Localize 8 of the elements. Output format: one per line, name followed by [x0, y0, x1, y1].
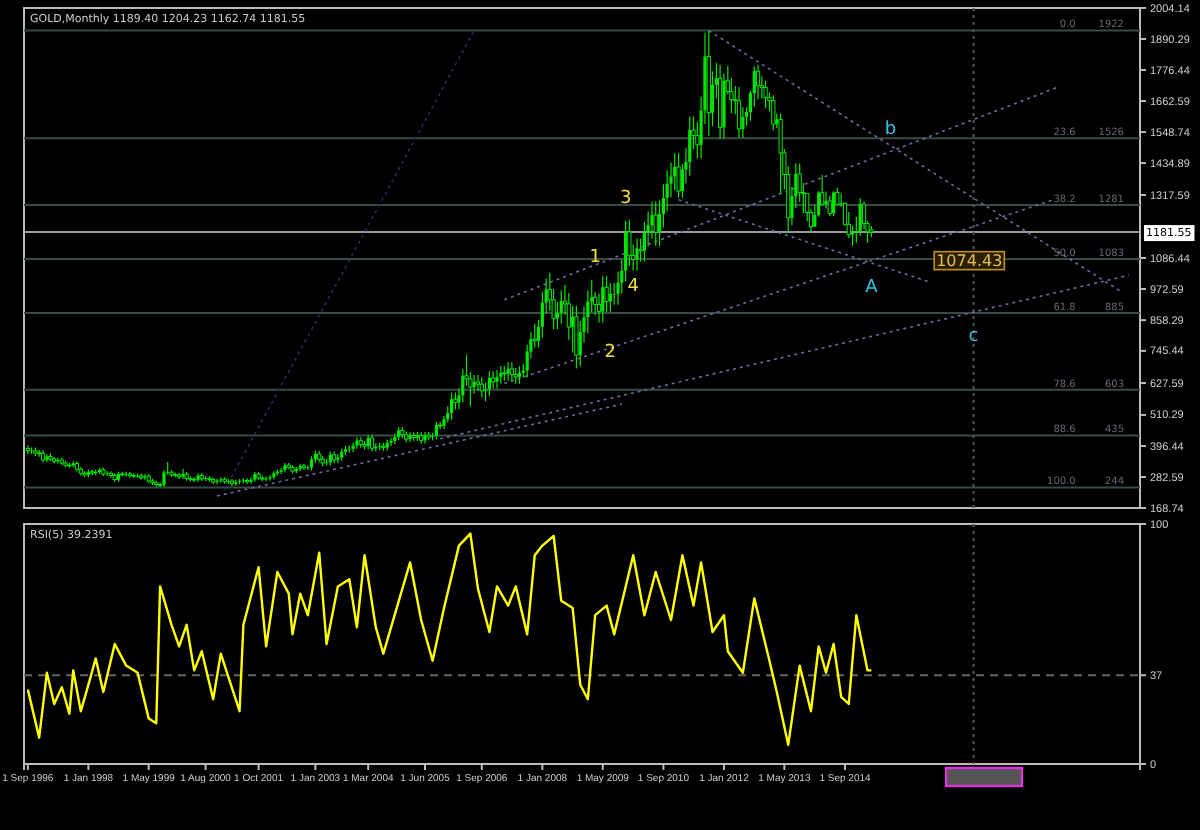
annotation: c	[968, 326, 979, 347]
annotation: 3	[619, 189, 632, 210]
annotation: 4	[627, 277, 640, 298]
annotation: 2	[604, 343, 617, 364]
annotation: A	[865, 277, 880, 298]
annotation: b	[884, 119, 897, 140]
annotation: 1074.43	[936, 251, 1003, 270]
annotation: 1	[589, 248, 601, 269]
